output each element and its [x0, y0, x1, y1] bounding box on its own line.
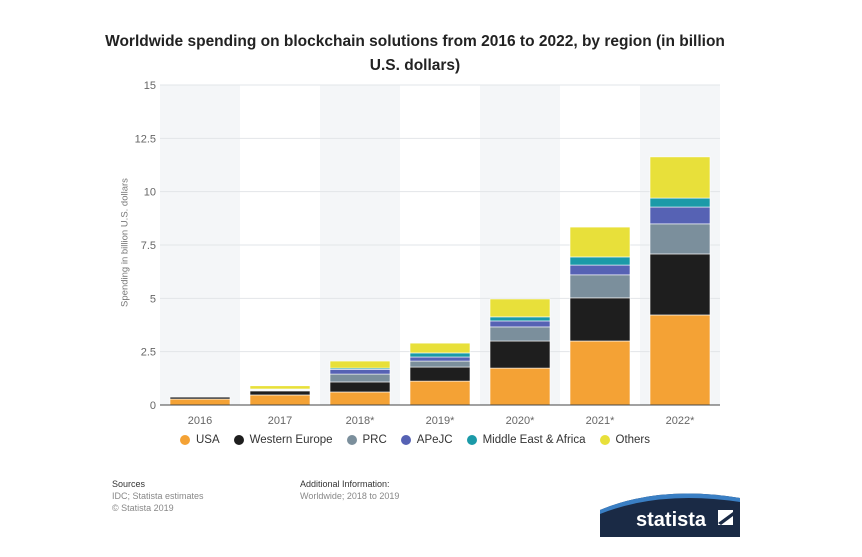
bar-segment-usa [249, 394, 311, 406]
bar-segment-usa [569, 340, 631, 406]
legend-label: Middle East & Africa [482, 434, 586, 446]
legend-item[interactable]: USA [179, 434, 220, 446]
bar-segment-western-europe [569, 297, 631, 342]
bar-segment-western-europe [329, 381, 391, 393]
bar-segment-others [249, 385, 311, 390]
bar-segment-others [569, 226, 631, 258]
bar-segment-others [409, 342, 471, 354]
additional-line: Worldwide; 2018 to 2019 [300, 491, 400, 501]
legend-label: Western Europe [249, 434, 333, 446]
bar-segment-middle-east-africa [409, 352, 471, 358]
y-tick-label: 12.5 [135, 133, 156, 145]
y-axis-label: Spending in billion U.S. dollars [119, 178, 131, 307]
x-tick-label: 2016 [188, 415, 212, 427]
legend-marker [599, 435, 610, 445]
bar-segment-western-europe [489, 340, 551, 369]
bar-segment-middle-east-africa [569, 256, 631, 266]
bar-segment-usa [169, 398, 231, 406]
bar-segment-apejc [569, 264, 631, 276]
bar-segment-prc [649, 223, 711, 255]
y-tick-label: 10 [144, 187, 156, 199]
x-tick-label: 2020* [506, 415, 535, 427]
bar-segment-usa [649, 314, 711, 406]
sources: Sources IDC; Statista estimates © Statis… [112, 478, 204, 514]
sources-title: Sources [112, 479, 146, 489]
y-tick-label: 5 [150, 293, 156, 305]
x-tick-label: 2017 [268, 415, 292, 427]
legend-item[interactable]: Middle East & Africa [466, 434, 586, 446]
y-tick-label: 15 [144, 80, 156, 92]
legend-marker [346, 435, 357, 445]
bar-segment-usa [329, 391, 391, 406]
bar-segment-usa [409, 380, 471, 406]
bar-segment-prc [329, 373, 391, 383]
y-tick-label: 7.5 [141, 240, 156, 252]
legend-marker [233, 435, 244, 445]
y-tick-label: 2.5 [141, 347, 156, 359]
bar-segment-others [329, 360, 391, 369]
legend-marker [466, 435, 477, 445]
legend: USA Western Europe PRC APeJC Middle East & A… [92, 434, 738, 446]
x-tick-label: 2021* [586, 415, 615, 427]
legend-item[interactable]: PRC [346, 434, 387, 446]
bar-segment-western-europe [409, 366, 471, 382]
legend-label: Others [615, 434, 651, 446]
additional-info: Additional Information: Worldwide; 2018 … [300, 478, 399, 502]
bar-segment-middle-east-africa [649, 197, 711, 208]
bar-segment-apejc [649, 206, 711, 225]
bar-segment-prc [569, 274, 631, 299]
sources-line: IDC; Statista estimates [112, 491, 204, 501]
bar-segment-others [489, 298, 551, 318]
legend-label: USA [195, 434, 220, 446]
x-tick-label: 2019* [426, 415, 455, 427]
chart-title: Worldwide spending on blockchain solutio… [105, 33, 725, 74]
bar-segment-apejc [329, 369, 391, 375]
x-tick-label: 2018* [346, 415, 375, 427]
additional-title: Additional Information: [300, 479, 390, 489]
legend-item[interactable]: Others [599, 434, 651, 446]
x-tick-label: 2022* [666, 415, 695, 427]
copyright: © Statista 2019 [112, 503, 174, 513]
y-tick-label: 0 [150, 400, 156, 412]
legend-marker [179, 435, 190, 445]
statista-logo: statista [600, 493, 740, 537]
bar-segment-prc [489, 326, 551, 342]
legend-label: PRC [362, 434, 387, 446]
bar-segment-apejc [409, 356, 471, 362]
bar-segment-apejc [489, 320, 551, 328]
bar-segment-middle-east-africa [489, 316, 551, 322]
bar-segment-usa [489, 367, 551, 406]
legend-marker [400, 435, 411, 445]
bar-segment-western-europe [249, 390, 311, 396]
bar-segment-western-europe [169, 396, 231, 400]
bar-segment-others [649, 156, 711, 199]
bar-segment-western-europe [649, 253, 711, 316]
legend-item[interactable]: APeJC [400, 434, 453, 446]
legend-item[interactable]: Western Europe [233, 434, 333, 446]
legend-label: APeJC [416, 434, 453, 446]
svg-text:statista: statista [636, 509, 707, 531]
bar-segment-prc [409, 360, 471, 368]
